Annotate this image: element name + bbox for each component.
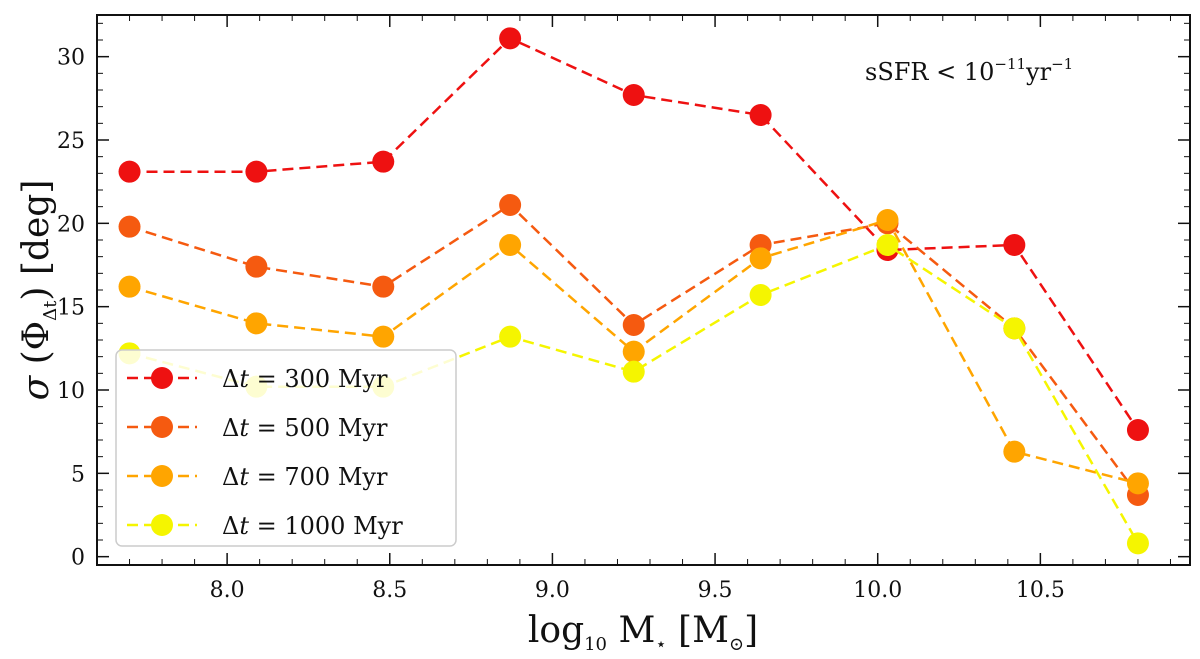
legend-value: 300 (284, 365, 330, 393)
x-axis-title-log: log (528, 610, 584, 651)
legend-t: t (239, 365, 249, 393)
annotation-unit-exp: −1 (1051, 55, 1073, 73)
data-point (749, 247, 772, 270)
annotation-base: sSFR < 10 (865, 58, 994, 86)
data-point (372, 275, 395, 298)
legend-label: Δt = 300 Myr (222, 365, 388, 393)
data-point (622, 84, 645, 106)
y-tick-label: 20 (57, 212, 85, 237)
data-point (876, 209, 899, 231)
legend-item: Δt = 500 Myr (127, 414, 388, 442)
legend-unit: Myr (330, 365, 388, 393)
legend-eq: = (249, 463, 284, 491)
y-axis-title-open: (Φ (16, 321, 57, 376)
x-axis-title-sub: 10 (584, 634, 607, 655)
legend-frame (115, 349, 457, 547)
legend-t: t (239, 463, 249, 491)
y-tick-label: 5 (71, 462, 85, 487)
legend-marker (151, 416, 173, 438)
annotation: sSFR < 10−11yr−1 (865, 55, 1073, 86)
legend-delta: Δ (222, 512, 239, 540)
data-point (372, 150, 395, 173)
data-point (749, 104, 772, 126)
data-point (1003, 440, 1026, 463)
legend-label: Δt = 1000 Myr (222, 512, 403, 540)
data-point (622, 314, 645, 336)
data-point (749, 284, 772, 306)
data-point (118, 215, 141, 238)
data-point (245, 255, 268, 278)
x-axis-title-bracket: [M (667, 610, 729, 651)
ticks-layer: 8.0 8.5 9.0 9.5 10.0 10.5 0 5 10 15 20 25 30 (57, 15, 1190, 603)
legend-delta: Δ (222, 365, 239, 393)
data-point (1126, 472, 1149, 495)
x-tick-label: 8.0 (210, 578, 245, 603)
data-point (245, 312, 268, 335)
x-axis-title-star: ⋆ (655, 634, 666, 655)
y-tick-label: 25 (57, 129, 85, 154)
legend-delta: Δ (222, 463, 239, 491)
y-axis-title-close: ) [deg] (16, 180, 57, 301)
legend-t: t (239, 414, 249, 442)
data-point (372, 325, 395, 348)
x-axis-title-close: ] (744, 610, 758, 651)
x-tick-label: 10.5 (1016, 578, 1065, 603)
legend-marker (151, 514, 173, 536)
legend-delta: Δ (222, 414, 239, 442)
legend-value: 500 (284, 414, 330, 442)
legend-value: 700 (284, 463, 330, 491)
y-tick-label: 10 (57, 379, 85, 404)
data-point (499, 234, 522, 256)
x-axis-title-sun: ⊙ (729, 634, 744, 655)
annotation-exp: −11 (994, 55, 1026, 73)
legend-eq: = (249, 512, 284, 540)
x-tick-label: 10.0 (853, 578, 902, 603)
y-tick-label: 0 (71, 546, 85, 571)
data-point (118, 160, 141, 183)
data-point (499, 194, 522, 216)
series-3 (118, 209, 1149, 495)
data-point (499, 325, 522, 348)
x-tick-label: 9.5 (698, 578, 733, 603)
legend-item: Δt = 700 Myr (127, 463, 388, 491)
legend-label: Δt = 500 Myr (222, 414, 388, 442)
data-point (1003, 234, 1026, 256)
legend-item: Δt = 1000 Myr (127, 512, 403, 540)
y-axis-title: σ (ΦΔt) [deg] (16, 180, 61, 401)
y-tick-label: 15 (57, 296, 85, 321)
data-point (622, 340, 645, 363)
data-point (499, 27, 522, 50)
x-axis-title-m: M (607, 610, 655, 651)
legend-unit: Myr (330, 463, 388, 491)
data-point (1126, 532, 1149, 555)
data-point (622, 360, 645, 383)
legend-marker (151, 367, 173, 389)
legend-eq: = (249, 365, 284, 393)
legend-unit: Myr (345, 512, 403, 540)
legend-label: Δt = 700 Myr (222, 463, 388, 491)
legend-value: 1000 (284, 512, 345, 540)
y-axis-title-sub: Δt (40, 300, 61, 321)
data-point (876, 234, 899, 256)
y-tick-label: 30 (57, 46, 85, 71)
series-1 (118, 27, 1149, 441)
annotation-unit: yr (1025, 58, 1052, 86)
y-axis-title-sigma: σ (16, 374, 57, 400)
x-tick-label: 8.5 (372, 578, 407, 603)
data-point (118, 275, 141, 298)
legend-marker (151, 465, 173, 487)
legend-unit: Myr (330, 414, 388, 442)
legend-t: t (239, 512, 249, 540)
data-point (1126, 419, 1149, 441)
legend-item: Δt = 300 Myr (127, 365, 388, 393)
plot-frame (96, 14, 1191, 566)
legend-eq: = (249, 414, 284, 442)
data-point (1003, 317, 1026, 340)
x-axis-title: log10 M⋆ [M⊙] (528, 610, 758, 655)
x-tick-label: 9.0 (535, 578, 570, 603)
data-point (245, 160, 268, 183)
